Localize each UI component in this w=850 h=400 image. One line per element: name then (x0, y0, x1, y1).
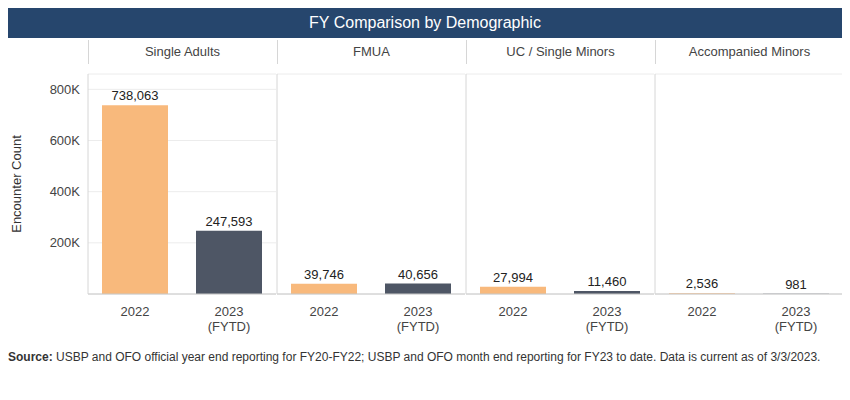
svg-text:39,746: 39,746 (304, 267, 344, 282)
html-text:Accompanied Minors: Accompanied Minors (688, 44, 811, 59)
svg-text:800K: 800K (50, 82, 81, 97)
svg-text:11,460: 11,460 (588, 274, 627, 289)
svg-text:247,593: 247,593 (206, 214, 253, 229)
svg-text:981: 981 (785, 277, 807, 292)
svg-text:2022: 2022 (499, 304, 528, 319)
html-text:Single Adults: Single Adults (144, 44, 221, 59)
svg-text:2022: 2022 (310, 304, 339, 319)
svg-text:2022: 2022 (688, 304, 717, 319)
svg-text:2022: 2022 (121, 304, 150, 319)
svg-text:2023(FYTD): 2023(FYTD) (586, 304, 629, 334)
svg-text:2023(FYTD): 2023(FYTD) (775, 304, 818, 334)
svg-text:40,656: 40,656 (398, 267, 438, 282)
svg-text:400K: 400K (50, 184, 81, 199)
svg-text:738,063: 738,063 (112, 88, 159, 103)
html-text:UC / Single Minors: UC / Single Minors (506, 44, 615, 59)
html-text:Source: USBP and OFO official: Source: USBP and OFO official year end r… (8, 350, 821, 364)
svg-text:27,994: 27,994 (493, 270, 533, 285)
svg-text:200K: 200K (50, 235, 81, 250)
html-text:FY Comparison by Demographic: FY Comparison by Demographic (309, 14, 541, 31)
svg-text:600K: 600K (50, 133, 81, 148)
svg-text:Encounter Count: Encounter Count (9, 135, 24, 233)
html-text:FMUA: FMUA (353, 44, 390, 59)
svg-text:2,536: 2,536 (686, 276, 719, 291)
svg-text:2023(FYTD): 2023(FYTD) (397, 304, 440, 334)
svg-text:2023(FYTD): 2023(FYTD) (208, 304, 251, 334)
